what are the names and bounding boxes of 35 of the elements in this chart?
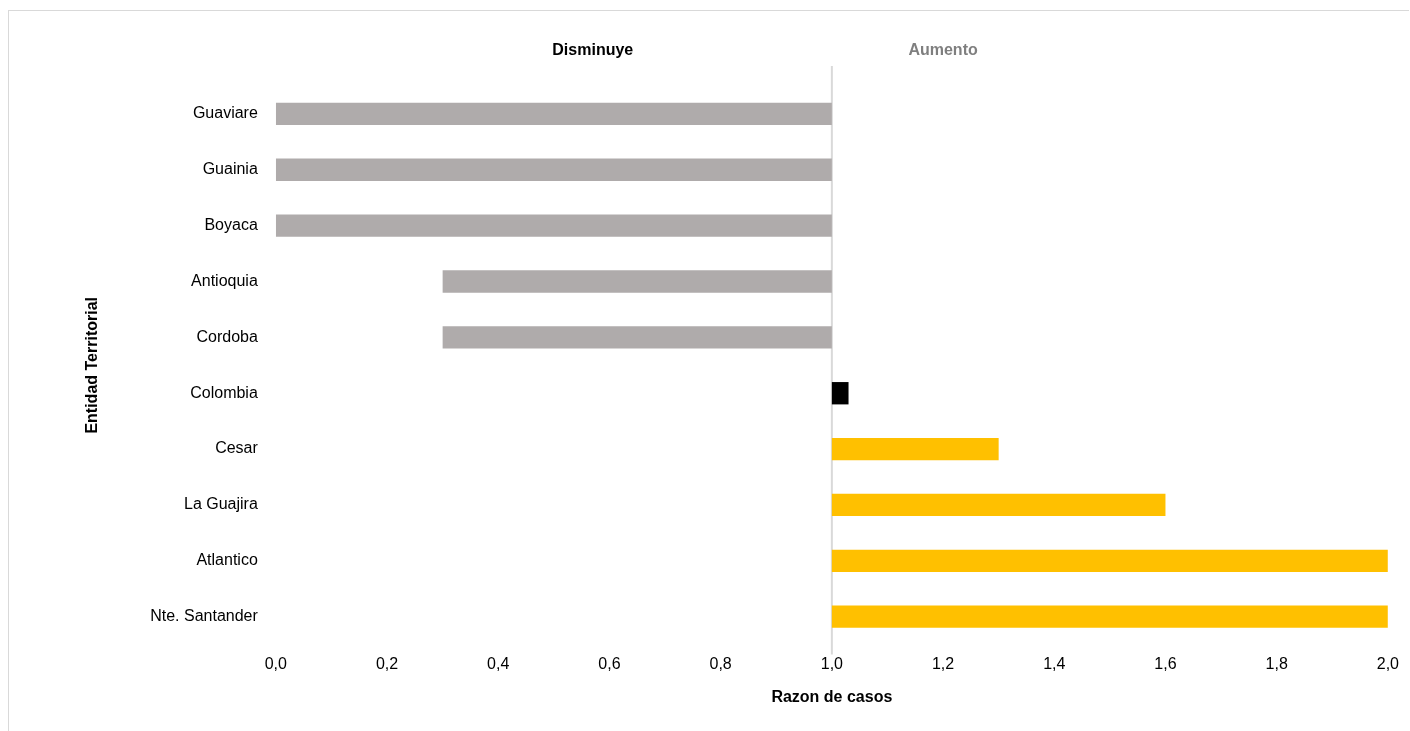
x-tick-label: 0,8 bbox=[709, 654, 732, 672]
bar bbox=[831, 437, 999, 461]
x-axis-title: Razon de casos bbox=[771, 687, 893, 705]
y-tick-label: Cordoba bbox=[196, 327, 258, 345]
x-tick-label: 1,0 bbox=[820, 654, 844, 672]
y-tick-label: Atlantico bbox=[196, 551, 258, 569]
x-tick-label: 0,4 bbox=[487, 654, 510, 672]
bar bbox=[831, 549, 1388, 572]
bar bbox=[831, 493, 1166, 517]
x-tick-label: 0,0 bbox=[264, 654, 288, 672]
y-tick-label: Nte. Santander bbox=[150, 607, 259, 625]
y-axis-title: Entidad Territorial bbox=[83, 297, 101, 434]
x-tick-label: 1,2 bbox=[931, 654, 955, 672]
text: Aumento bbox=[908, 41, 978, 59]
y-tick-label: La Guajira bbox=[184, 495, 258, 513]
x-tick-label: 0,2 bbox=[375, 654, 399, 672]
x-tick-label: 1,8 bbox=[1265, 654, 1288, 672]
x-tick-label: 1,4 bbox=[1043, 654, 1066, 672]
y-tick-label: Colombia bbox=[190, 383, 258, 401]
x-tick-label: 0,6 bbox=[598, 654, 621, 672]
bar bbox=[275, 158, 832, 181]
bar bbox=[831, 605, 1388, 628]
bar bbox=[442, 270, 832, 293]
y-tick-label: Boyaca bbox=[204, 216, 258, 234]
bar bbox=[275, 102, 832, 126]
bar bbox=[831, 382, 849, 405]
y-tick-label: Guaviare bbox=[192, 104, 258, 122]
y-tick-label: Antioquia bbox=[191, 271, 258, 289]
bar bbox=[275, 214, 832, 237]
text: Disminuye bbox=[552, 41, 634, 59]
bar bbox=[442, 326, 832, 349]
y-tick-label: Cesar bbox=[215, 439, 259, 457]
x-tick-label: 2,0 bbox=[1376, 654, 1400, 672]
x-tick-label: 1,6 bbox=[1154, 654, 1177, 672]
y-tick-label: Guainia bbox=[202, 160, 258, 178]
